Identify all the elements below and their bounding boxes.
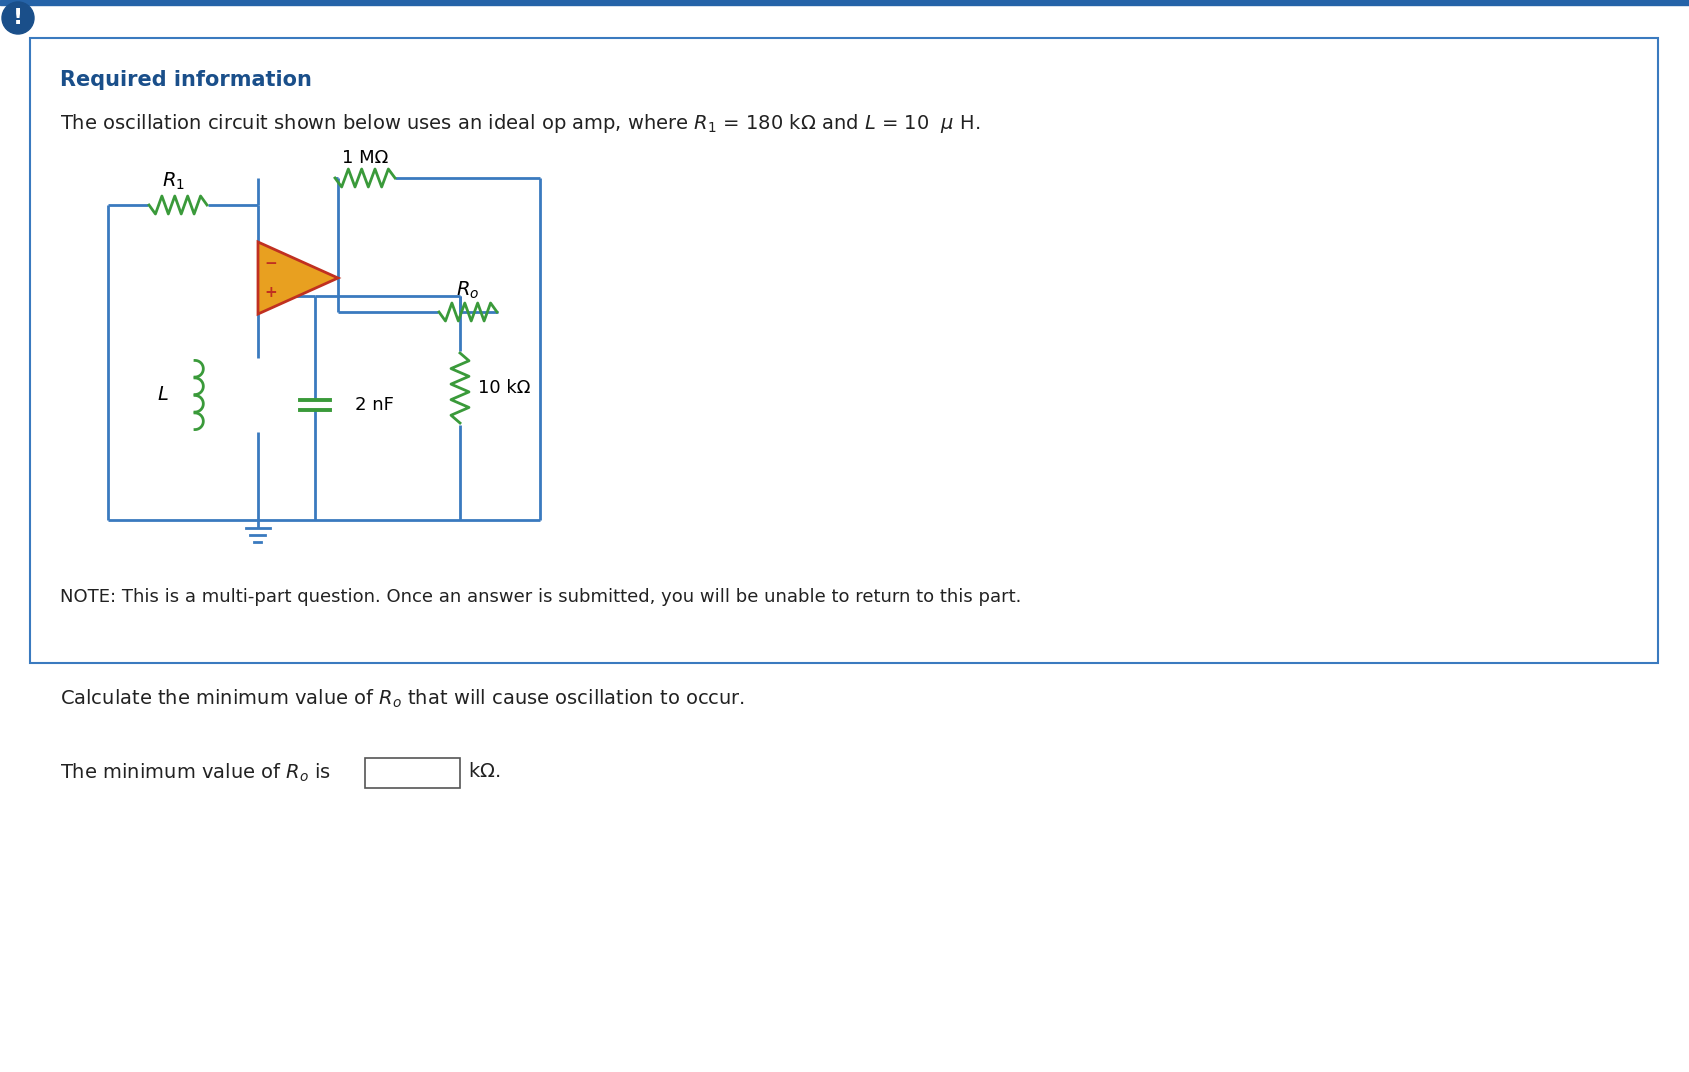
FancyBboxPatch shape [30,38,1657,662]
Text: $L$: $L$ [157,386,169,404]
Text: The oscillation circuit shown below uses an ideal op amp, where $R_1$ = 180 k$\O: The oscillation circuit shown below uses… [61,111,980,135]
Text: 1 MΩ: 1 MΩ [341,149,388,167]
Text: Required information: Required information [61,70,312,90]
Text: 10 kΩ: 10 kΩ [478,379,530,397]
Text: $R_o$: $R_o$ [456,280,480,300]
Text: !: ! [14,8,24,28]
Text: Calculate the minimum value of $R_o$ that will cause oscillation to occur.: Calculate the minimum value of $R_o$ tha… [61,688,745,711]
Bar [0,0,1689,5]
Circle shape [2,2,34,34]
Text: 2 nF: 2 nF [355,396,394,414]
Text: +: + [265,285,277,300]
Text: NOTE: This is a multi-part question. Once an answer is submitted, you will be un: NOTE: This is a multi-part question. Onc… [61,589,1020,606]
Polygon shape [258,242,338,314]
Text: −: − [265,256,277,271]
Text: The minimum value of $R_o$ is: The minimum value of $R_o$ is [61,762,331,785]
Bar [365,758,459,788]
Text: k$\Omega$.: k$\Omega$. [468,762,500,781]
Text: $R_1$: $R_1$ [162,170,184,192]
